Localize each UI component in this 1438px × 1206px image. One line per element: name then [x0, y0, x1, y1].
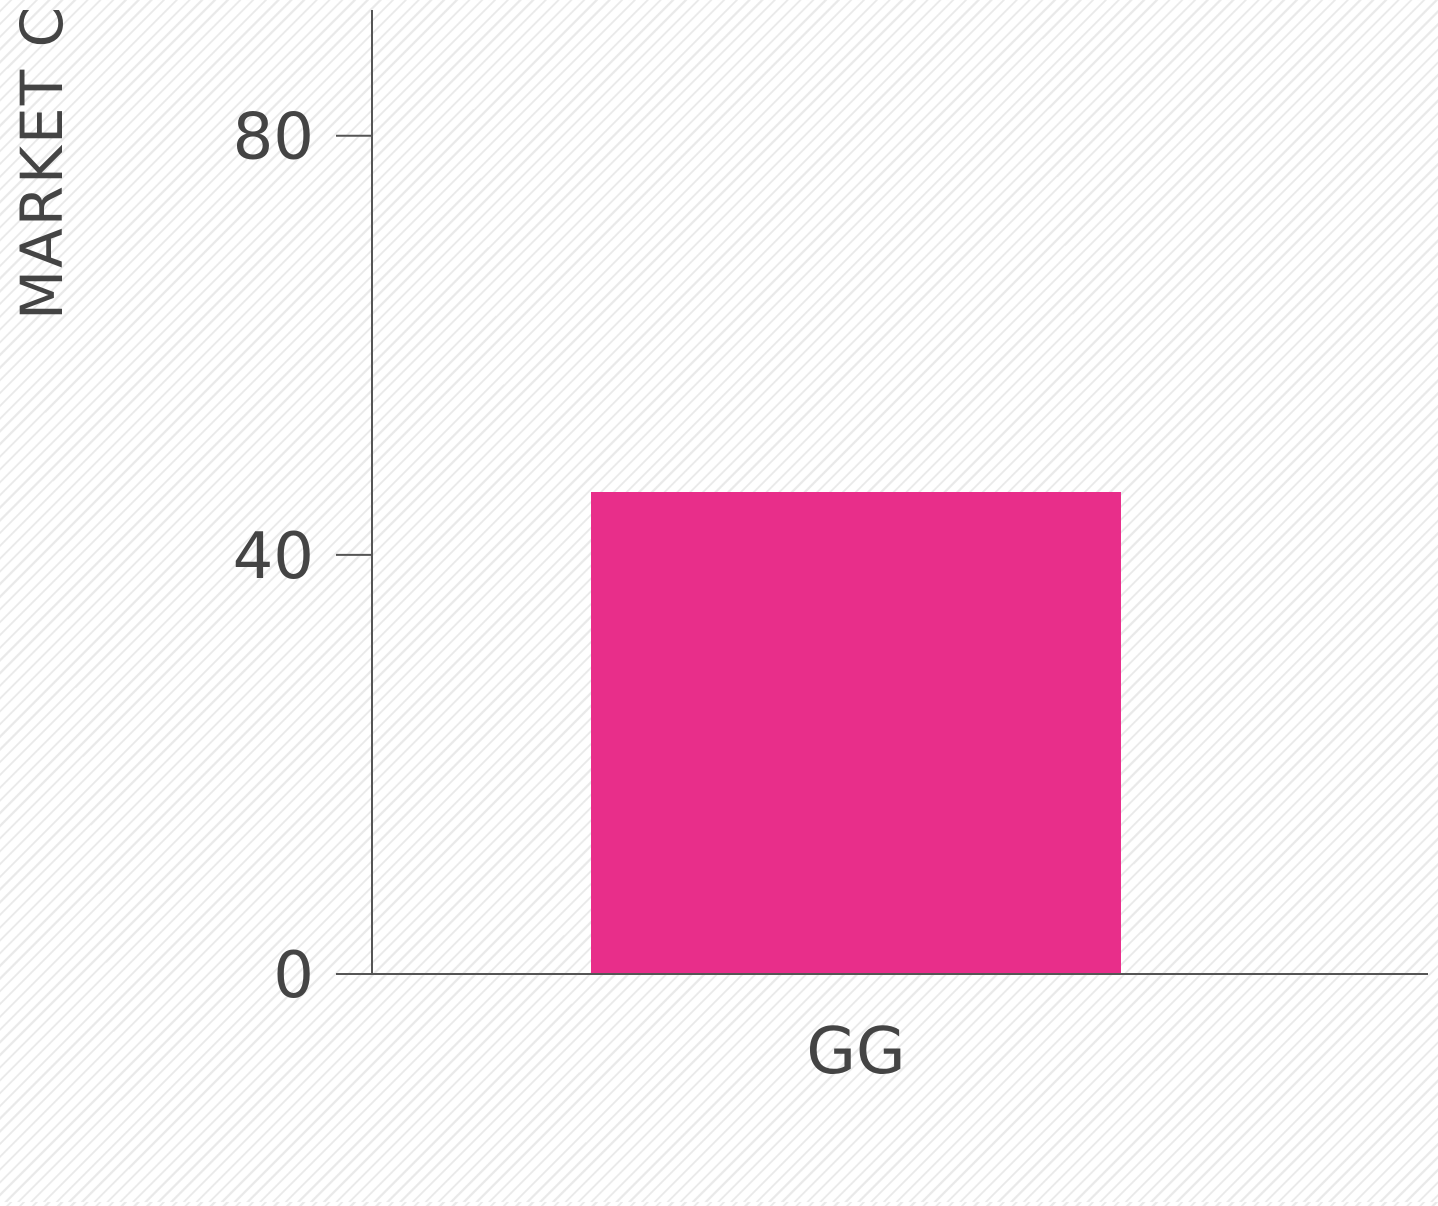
x-category-label-gg: GG — [806, 1015, 905, 1089]
y-tick-label-40: 40 — [233, 520, 314, 594]
y-tick-label-80: 80 — [233, 101, 314, 175]
bar-gg — [591, 492, 1121, 974]
y-tick-label-0: 0 — [273, 939, 314, 1013]
y-axis-ticks: 0 40 80 — [233, 101, 372, 1013]
y-axis-title: MARKET C — [8, 5, 76, 320]
x-axis-categories: GG — [806, 1015, 905, 1089]
bars — [591, 492, 1121, 974]
